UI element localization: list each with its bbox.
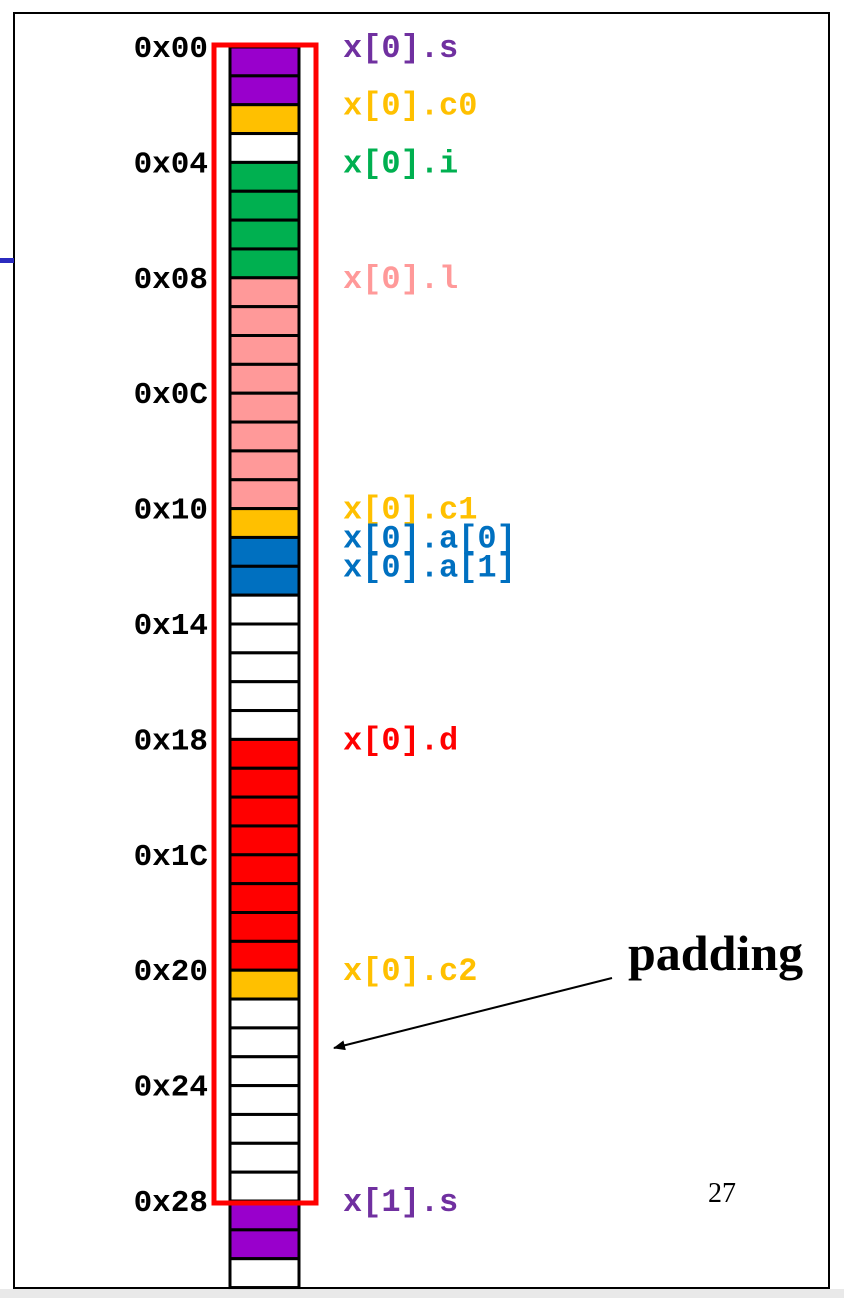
byte-cell-32 <box>228 968 301 1001</box>
byte-cell-39 <box>228 1170 301 1203</box>
address-label: 0x14 <box>134 609 208 644</box>
byte-cell-30 <box>228 911 301 943</box>
address-label: 0x08 <box>134 263 208 298</box>
field-label: x[0].d <box>343 722 458 759</box>
byte-cell-0 <box>228 45 301 78</box>
byte-cell-16 <box>228 507 301 539</box>
padding-label: padding <box>628 925 803 981</box>
byte-cell-18 <box>228 564 301 597</box>
byte-cell-8 <box>228 276 301 309</box>
address-label: 0x10 <box>134 494 208 529</box>
address-label: 0x0C <box>134 378 208 413</box>
page-number: 27 <box>708 1178 736 1209</box>
field-label: x[0].c0 <box>343 88 477 125</box>
address-label: 0x20 <box>134 955 208 990</box>
byte-cell-37 <box>228 1112 301 1145</box>
byte-cell-13 <box>228 420 301 453</box>
field-labels: x[0].s x[0].c0 x[0].i x[0].l x[0].c1x[0].a[0… <box>343 30 516 1221</box>
field-label: x[0].l <box>343 261 458 298</box>
byte-cell-5 <box>228 189 301 222</box>
byte-cell-31 <box>228 939 301 972</box>
byte-cell-6 <box>228 218 301 251</box>
byte-cell-2 <box>228 103 301 136</box>
address-label: 0x1C <box>134 840 208 875</box>
field-label: x[0].a[1] <box>343 549 516 586</box>
memory-cells <box>211 42 319 1290</box>
byte-cell-28 <box>228 853 301 886</box>
slide-frame <box>13 12 830 1289</box>
byte-cell-12 <box>228 391 301 424</box>
padding-arrow <box>333 977 613 1051</box>
field-label: x[0].s <box>343 30 458 67</box>
field-label: x[0].c1 <box>343 492 477 529</box>
address-label: 0x04 <box>134 147 208 182</box>
byte-cell-15 <box>228 478 301 511</box>
byte-cell-19 <box>228 593 301 626</box>
byte-cell-3 <box>228 132 301 164</box>
field-label: x[0].c2 <box>343 953 477 990</box>
byte-cell-20 <box>228 622 301 655</box>
byte-cell-36 <box>228 1084 301 1116</box>
byte-cell-11 <box>228 362 301 395</box>
byte-cell-1 <box>228 74 301 107</box>
byte-cell-38 <box>228 1141 301 1174</box>
byte-cell-33 <box>228 997 301 1030</box>
byte-cell-34 <box>228 1026 301 1059</box>
byte-cell-17 <box>228 535 301 568</box>
field-label: x[1].s <box>343 1184 458 1221</box>
address-label: 0x24 <box>134 1071 208 1106</box>
address-labels: 0x00 0x04 0x08 0x0C 0x10 0x14 0x18 0x1C 0x20 0x24… <box>134 32 208 1221</box>
byte-cell-7 <box>228 247 301 280</box>
byte-cell-9 <box>228 305 301 337</box>
byte-cell-24 <box>228 737 301 770</box>
byte-cell-27 <box>228 824 301 857</box>
bottom-strip <box>0 1289 844 1298</box>
byte-cell-41 <box>228 1228 301 1261</box>
address-label: 0x18 <box>134 724 208 759</box>
struct-highlight-box <box>211 42 319 1206</box>
byte-cell-25 <box>228 766 301 799</box>
field-label: x[0].a[0] <box>343 520 516 557</box>
byte-cell-10 <box>228 334 301 366</box>
byte-cell-14 <box>228 449 301 482</box>
byte-cell-22 <box>228 680 301 713</box>
field-label: x[0].i <box>343 145 458 182</box>
slide-edge-accent <box>0 258 14 263</box>
byte-cell-21 <box>228 651 301 684</box>
byte-cell-42 <box>228 1257 301 1290</box>
byte-cell-26 <box>228 795 301 828</box>
address-label: 0x28 <box>134 1186 208 1221</box>
byte-cell-23 <box>228 709 301 741</box>
byte-cell-35 <box>228 1055 301 1088</box>
byte-cell-29 <box>228 882 301 915</box>
address-label: 0x00 <box>134 32 208 67</box>
byte-cell-4 <box>228 160 301 193</box>
